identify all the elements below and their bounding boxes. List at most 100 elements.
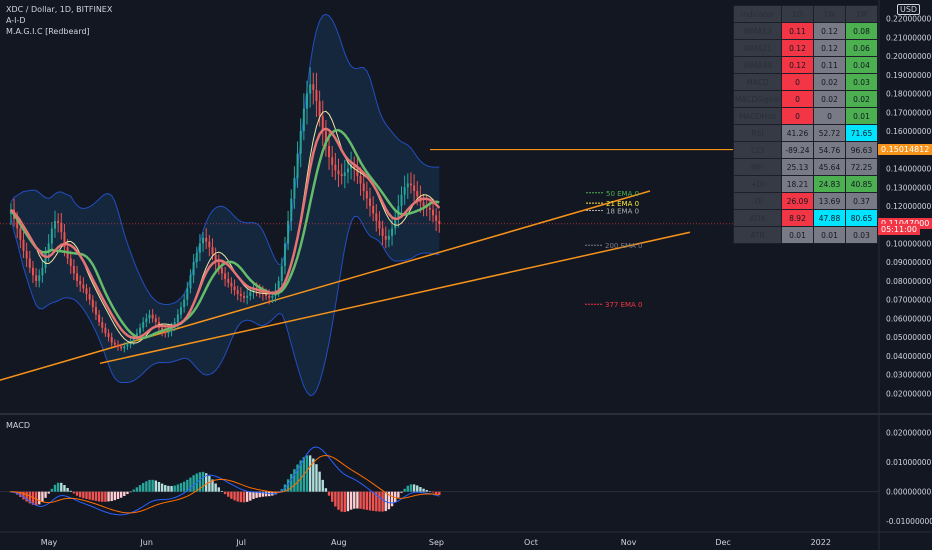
- price-tick-label: 0.20000000: [886, 52, 932, 61]
- legend-symbol[interactable]: XDC / Dollar, 1D, BITFINEX: [6, 5, 113, 14]
- candle-body: [117, 344, 119, 347]
- candle-body: [428, 207, 431, 210]
- indicator-name: ADX: [733, 209, 782, 227]
- indicator-name: MACD: [733, 73, 782, 91]
- indicator-value: 0.01: [781, 226, 814, 244]
- indicator-name: -DI: [733, 192, 782, 210]
- price-tick-label: 0.03000000: [886, 371, 932, 380]
- candle-body: [277, 280, 280, 291]
- candle-body: [142, 322, 145, 328]
- macd-histogram-bar: [170, 486, 173, 492]
- candle-body: [91, 299, 94, 308]
- macd-histogram-bar: [233, 491, 236, 501]
- indicator-value: 0: [781, 107, 814, 125]
- ema-labels: 50 EMA 0 21 EMA 018 EMA 0 200 EMA 0 377 EMA…: [585, 190, 643, 309]
- macd-histogram-bar: [164, 485, 167, 492]
- indicator-value: 41.26: [781, 124, 814, 142]
- macd-histogram-bar: [312, 458, 315, 492]
- candle-body: [239, 294, 242, 296]
- indicator-value: 47.88: [813, 209, 846, 227]
- price-tick-label: 0.02000000: [886, 389, 932, 398]
- legend-indicator-aid[interactable]: A-I-D: [6, 16, 26, 25]
- candle-body: [180, 307, 182, 315]
- candle-body: [44, 252, 47, 268]
- macd-histogram-bar: [230, 491, 233, 499]
- candle-body: [362, 183, 365, 192]
- indicator-row: MFI 25.13 45.64 72.25: [733, 158, 878, 176]
- bollinger-upper: [10, 13, 440, 305]
- macd-histogram-bar: [425, 490, 428, 492]
- macd-histogram-bar: [409, 484, 413, 492]
- indicator-value: 0.01: [845, 107, 878, 125]
- candle-body: [69, 258, 72, 266]
- macd-pane-label[interactable]: MACD: [6, 421, 30, 430]
- macd-histogram-bar: [205, 473, 208, 492]
- macd-tick-label: 0.00000000: [886, 488, 932, 497]
- macd-tick-label: -0.01000000: [886, 517, 932, 526]
- candle-body: [217, 262, 220, 268]
- candle-body: [318, 101, 321, 117]
- candle-body: [324, 131, 327, 147]
- macd-histogram-bar: [245, 491, 249, 502]
- macd-histogram-bar: [403, 488, 406, 492]
- candle-body: [334, 164, 337, 171]
- candle-body: [94, 307, 97, 315]
- price-tick-label: 0.21000000: [886, 33, 932, 42]
- indicator-value: 0.08: [845, 22, 878, 40]
- legend-indicator-magic[interactable]: M.A.G.I.C [Redbeard]: [6, 27, 90, 36]
- candle-body: [214, 254, 217, 263]
- candle-body: [337, 170, 340, 175]
- candle-body: [202, 237, 205, 244]
- indicator-value: 13.69: [813, 192, 846, 210]
- ma-red: [10, 127, 441, 340]
- candle-body: [391, 228, 394, 236]
- bollinger-lower: [10, 215, 440, 397]
- macd-histogram-bar: [327, 491, 331, 496]
- candle-body: [252, 288, 255, 293]
- macd-histogram-bar: [227, 491, 230, 497]
- indicator-name: RSI: [733, 124, 782, 142]
- macd-histogram-bar: [38, 491, 41, 505]
- currency-badge[interactable]: USD: [897, 4, 921, 15]
- indicator-name: +DI: [733, 175, 782, 193]
- candle-body: [346, 168, 349, 173]
- trendline-upper: [0, 190, 651, 381]
- candle-body: [230, 282, 233, 287]
- macd-histogram-bar: [223, 491, 227, 495]
- indicator-value: 0.11: [813, 56, 846, 74]
- candle-body: [104, 327, 107, 334]
- candle-body: [416, 191, 419, 197]
- candle-body: [378, 220, 381, 229]
- candle-body: [299, 131, 302, 154]
- macd-histogram-bar: [381, 491, 384, 512]
- price-tick-label: 0.19000000: [886, 71, 932, 80]
- indicator-value: 40.85: [845, 175, 878, 193]
- indicator-value: 80.65: [845, 209, 878, 227]
- candle-body: [403, 187, 406, 195]
- indicator-value: 0.12: [781, 56, 814, 74]
- macd-histogram-bar: [126, 491, 129, 495]
- candle-body: [287, 220, 290, 244]
- candle-body: [236, 290, 239, 295]
- ema-label-text: 50 EMA 0: [606, 190, 639, 198]
- candle-body: [54, 220, 56, 229]
- price-tick-label: 0.09000000: [886, 258, 932, 267]
- candle-body: [400, 194, 403, 206]
- indicator-name: MFI: [733, 158, 782, 176]
- macd-histogram-bar: [255, 491, 258, 498]
- macd-histogram-bar: [431, 491, 435, 493]
- indicator-row: MACD 0 0.02 0.03: [733, 73, 878, 91]
- candle-body: [82, 284, 85, 289]
- macd-histogram-bar: [378, 491, 381, 512]
- macd-histogram-bar: [397, 491, 400, 498]
- macd-histogram-bar: [25, 491, 28, 502]
- price-tag: 05:11:00: [878, 223, 920, 235]
- macd-histogram-bar: [66, 487, 69, 492]
- candle-body: [25, 250, 28, 259]
- candle-body: [280, 265, 283, 281]
- macd-histogram-bar: [208, 475, 211, 492]
- indicator-row: -DI 26.09 13.69 0.37: [733, 192, 878, 210]
- indicator-value: 0.12: [813, 39, 846, 57]
